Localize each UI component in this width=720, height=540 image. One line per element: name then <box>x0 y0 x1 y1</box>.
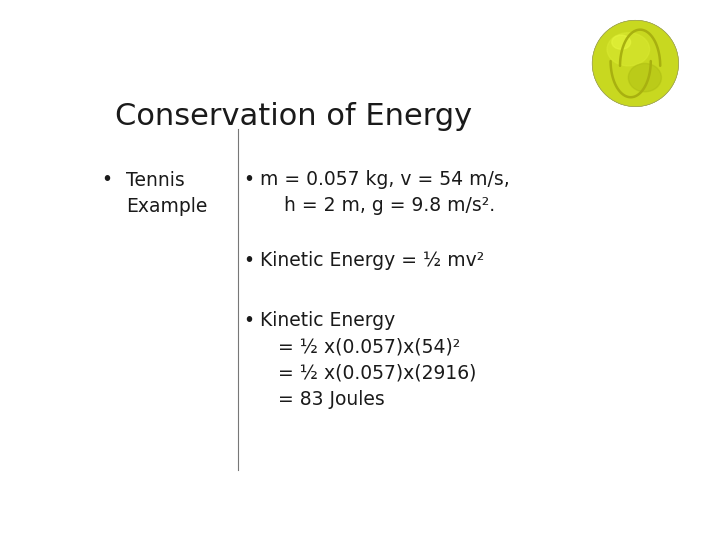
Text: •: • <box>102 170 112 188</box>
Text: Tennis
Example: Tennis Example <box>126 171 207 217</box>
Text: Kinetic Energy
   = ½ x(0.057)x(54)²
   = ½ x(0.057)x(2916)
   = 83 Joules: Kinetic Energy = ½ x(0.057)x(54)² = ½ x(… <box>260 311 477 409</box>
Text: m = 0.057 kg, v = 54 m/s,
    h = 2 m, g = 9.8 m/s².: m = 0.057 kg, v = 54 m/s, h = 2 m, g = 9… <box>260 170 510 215</box>
Ellipse shape <box>607 33 649 66</box>
Text: •: • <box>243 170 255 188</box>
Ellipse shape <box>629 64 662 92</box>
Text: •: • <box>243 311 255 330</box>
Text: Conservation of Energy: Conservation of Energy <box>115 102 472 131</box>
Circle shape <box>592 20 679 107</box>
Ellipse shape <box>612 35 631 49</box>
Text: Kinetic Energy = ½ mv²: Kinetic Energy = ½ mv² <box>260 251 485 269</box>
Text: •: • <box>243 251 255 269</box>
